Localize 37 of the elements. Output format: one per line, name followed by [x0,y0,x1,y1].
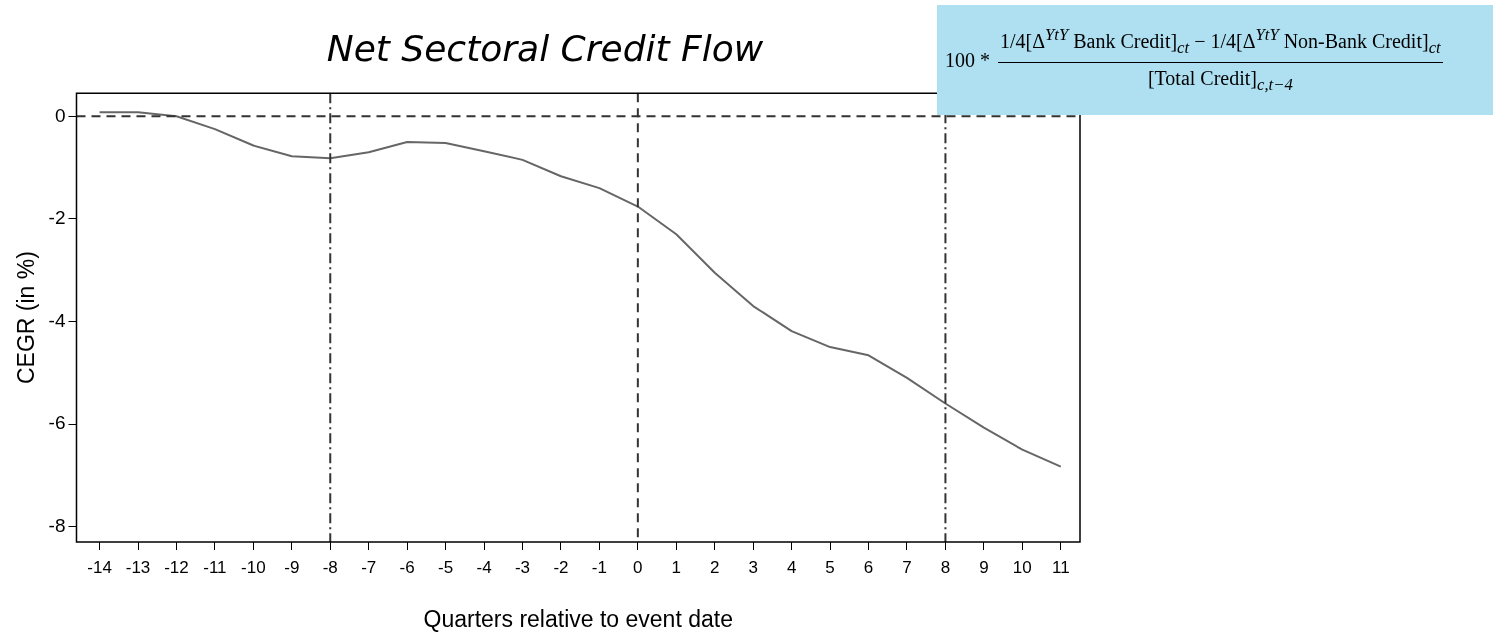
x-tick-label: 7 [902,557,912,577]
x-tick-label: 8 [940,557,951,577]
x-tick-label: -10 [241,557,266,577]
text: 1/4[Δ$^{YtY}$ Bank Credit]$_{ct}$ − 1/4[Δ$^{YtY}$ Non-Bank Credit]$_{ct}$ [998,25,1443,63]
x-tick-label: -6 [399,557,415,577]
x-tick-label: 9 [979,557,989,577]
y-tick-label: 0 [54,104,66,126]
y-tick-label: -8 [48,514,66,536]
x-tick-label: -1 [591,557,607,577]
x-tick-label: 1 [671,557,682,577]
x-tick-label: -5 [438,557,454,577]
x-tick-label: 0 [633,557,643,577]
y-axis-title: CEGR (in %) [13,251,40,385]
text: 100 * [945,48,990,72]
x-tick-label: -9 [284,557,300,577]
x-tick-label: -12 [164,557,189,577]
x-tick-label: -4 [476,557,492,577]
y-tick-label: -4 [48,309,66,331]
x-tick-label: -13 [125,557,151,577]
x-tick-label: 2 [710,557,720,577]
x-tick-label: -7 [361,557,377,577]
x-tick-label: -8 [322,557,338,577]
x-tick-label: -11 [203,557,227,577]
y-tick-label: -6 [48,412,66,434]
y-tick-label: -2 [48,207,66,229]
x-tick-label: 4 [786,557,797,577]
chart-title: Net Sectoral Credit Flow [326,27,764,69]
x-tick-label: -3 [514,557,531,577]
text: [Total Credit]$_{c,t−4}$ [1147,65,1293,95]
x-tick-label: 5 [825,557,835,577]
x-tick-label: 6 [863,557,874,577]
x-tick-label: 11 [1051,557,1070,577]
x-tick-label: -14 [87,557,112,577]
x-tick-label: -2 [553,557,569,577]
x-tick-label: 3 [748,557,758,577]
x-tick-label: 10 [1012,557,1032,577]
x-axis-title: Quarters relative to event date [423,605,733,632]
